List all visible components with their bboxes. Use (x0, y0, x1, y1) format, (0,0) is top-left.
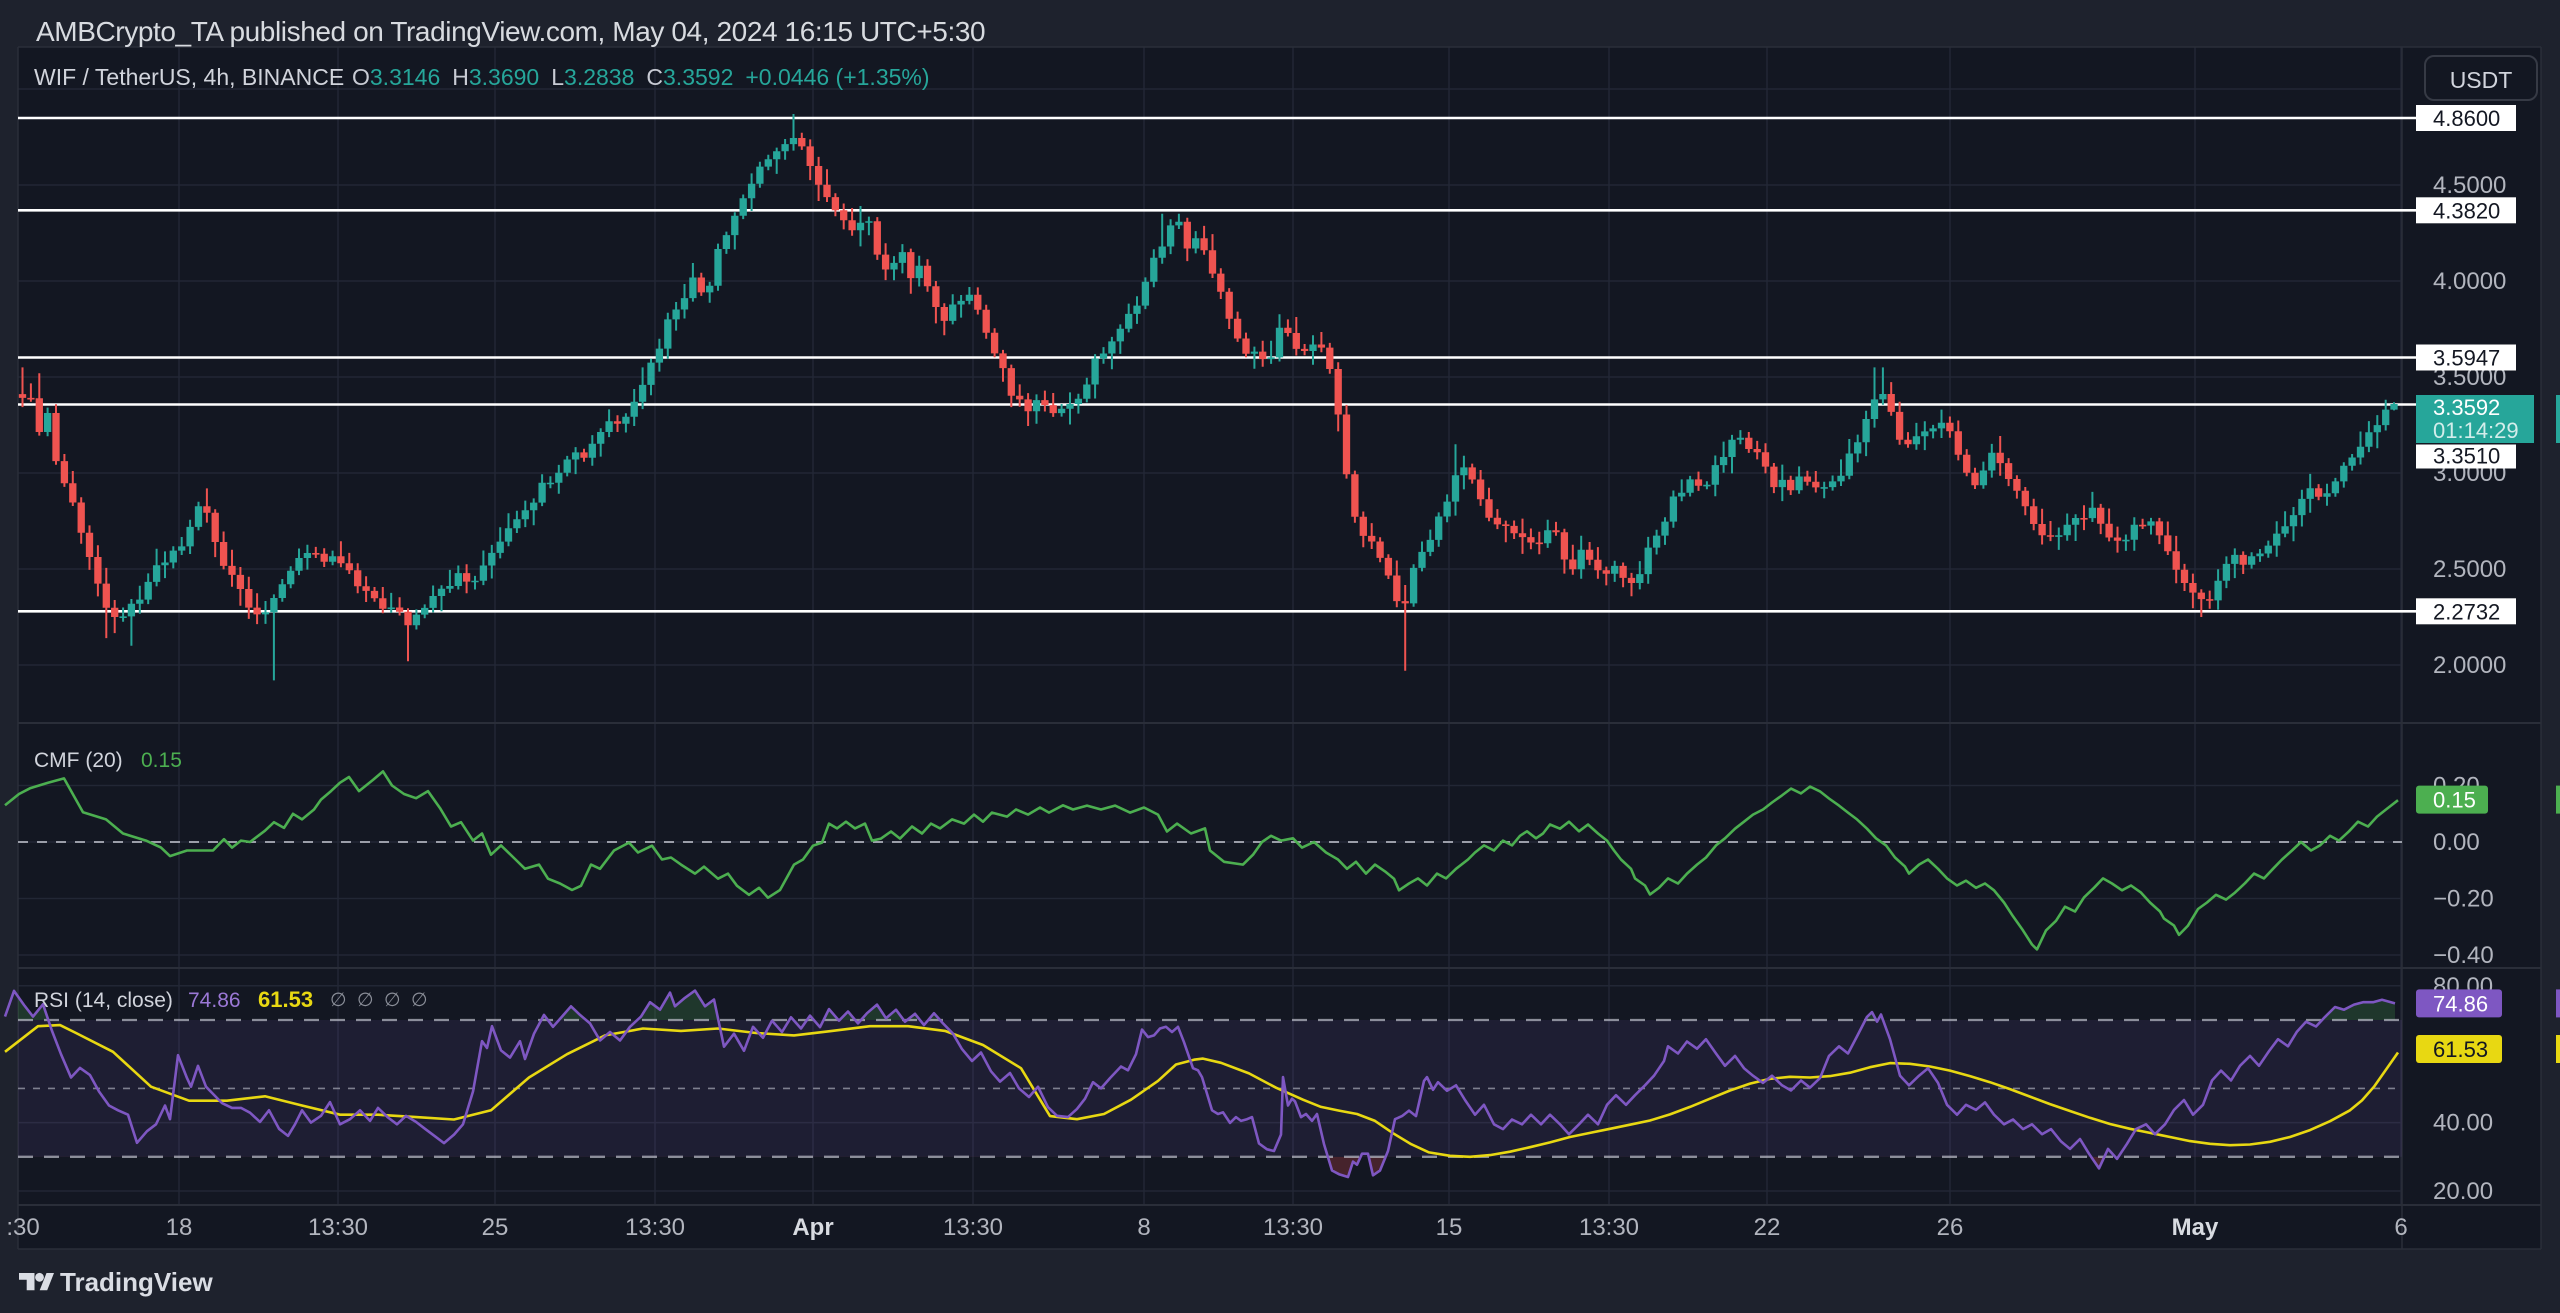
svg-text:2.5000: 2.5000 (2433, 556, 2506, 583)
svg-text:18: 18 (166, 1214, 193, 1241)
svg-text:−0.40: −0.40 (2433, 942, 2494, 969)
svg-text:May: May (2172, 1214, 2219, 1241)
svg-text:13:30: 13:30 (943, 1214, 1003, 1241)
svg-text:6: 6 (2394, 1214, 2407, 1241)
svg-text:Apr: Apr (792, 1214, 833, 1241)
svg-text:74.86: 74.86 (188, 989, 241, 1012)
svg-text:20.00: 20.00 (2433, 1178, 2493, 1205)
svg-text:13:30: 13:30 (625, 1214, 685, 1241)
svg-text:4.0000: 4.0000 (2433, 268, 2506, 295)
svg-text:40.00: 40.00 (2433, 1110, 2493, 1137)
svg-text:2.0000: 2.0000 (2433, 652, 2506, 679)
svg-text:WIF / TetherUS, 4h, BINANCE: WIF / TetherUS, 4h, BINANCE (34, 64, 344, 90)
svg-text:13:30: 13:30 (1263, 1214, 1323, 1241)
svg-text:2.2732: 2.2732 (2433, 599, 2500, 624)
svg-text:22: 22 (1754, 1214, 1781, 1241)
svg-text:∅: ∅ (330, 990, 347, 1011)
svg-text:26: 26 (1937, 1214, 1964, 1241)
svg-text:RSI (14, close): RSI (14, close) (34, 989, 173, 1012)
svg-text:3.3592: 3.3592 (2433, 395, 2500, 420)
svg-text:AMBCrypto_TA published on Trad: AMBCrypto_TA published on TradingView.co… (36, 16, 985, 47)
svg-text:TradingView: TradingView (60, 1267, 213, 1297)
svg-text:USDT: USDT (2450, 67, 2513, 93)
svg-text:13:30: 13:30 (1579, 1214, 1639, 1241)
svg-text:∅: ∅ (411, 990, 428, 1011)
svg-text:4.5000: 4.5000 (2433, 172, 2506, 199)
svg-text:3.5947: 3.5947 (2433, 346, 2500, 371)
svg-text:0.15: 0.15 (141, 749, 182, 772)
svg-text:0.00: 0.00 (2433, 829, 2480, 856)
svg-text:4.3820: 4.3820 (2433, 198, 2500, 223)
svg-text:8: 8 (1137, 1214, 1150, 1241)
svg-text:61.53: 61.53 (258, 987, 313, 1012)
svg-text:3.3510: 3.3510 (2433, 444, 2500, 469)
svg-text:0.15: 0.15 (2433, 788, 2476, 813)
svg-text:74.86: 74.86 (2433, 991, 2488, 1016)
svg-text:4.8600: 4.8600 (2433, 106, 2500, 131)
svg-text:13:30: 13:30 (308, 1214, 368, 1241)
svg-text:61.53: 61.53 (2433, 1037, 2488, 1062)
svg-text::30: :30 (6, 1214, 39, 1241)
svg-text:15: 15 (1436, 1214, 1463, 1241)
svg-text:−0.20: −0.20 (2433, 886, 2494, 913)
svg-text:25: 25 (482, 1214, 509, 1241)
svg-text:∅: ∅ (384, 990, 401, 1011)
svg-text:CMF (20): CMF (20) (34, 749, 123, 772)
svg-text:∅: ∅ (357, 990, 374, 1011)
svg-text:01:14:29: 01:14:29 (2433, 418, 2519, 443)
